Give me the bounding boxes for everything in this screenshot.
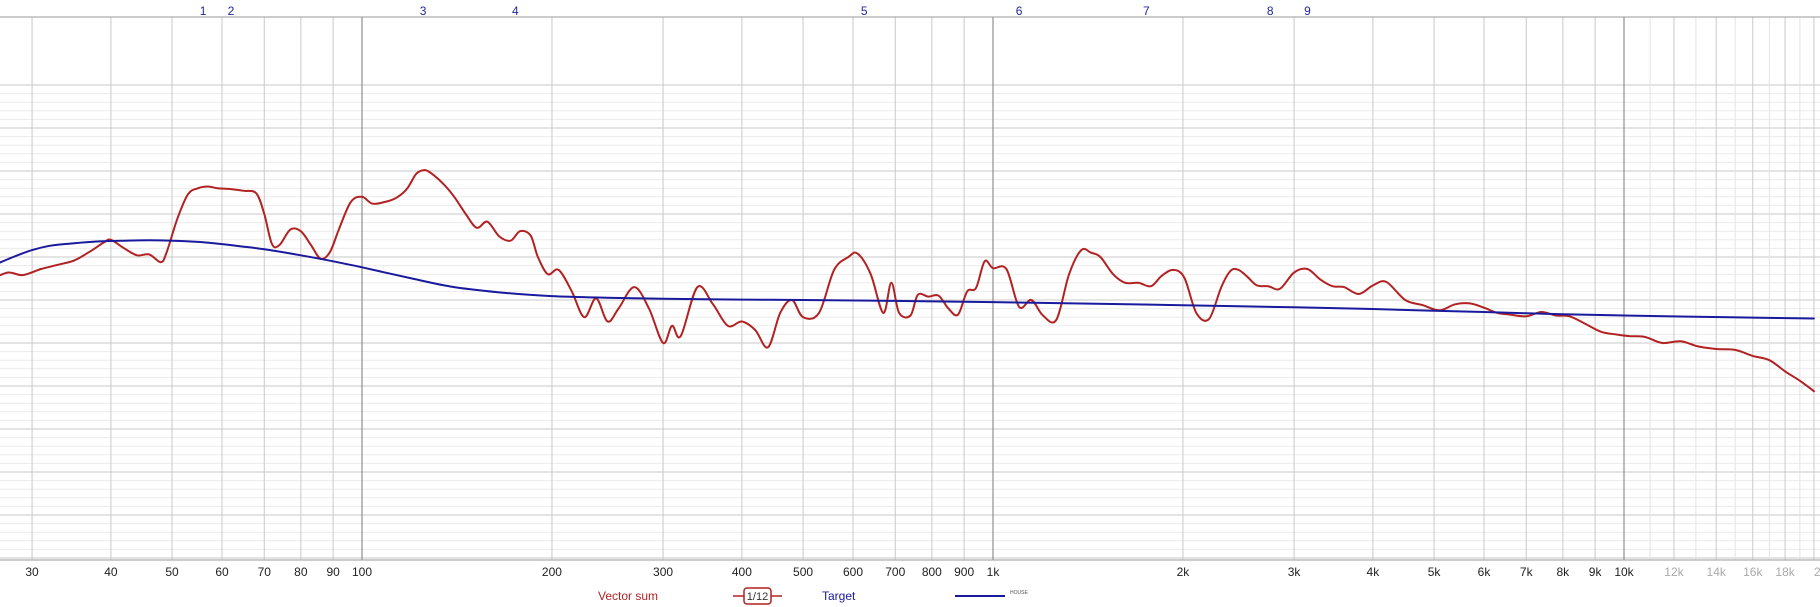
x-tick-label: 40 bbox=[104, 565, 118, 579]
x-tick-label: 3k bbox=[1288, 565, 1302, 579]
x-tick-label: 80 bbox=[294, 565, 308, 579]
vertical-grid bbox=[31, 17, 1815, 560]
x-tick-label: 800 bbox=[922, 565, 942, 579]
x-tick-label: 7k bbox=[1520, 565, 1534, 579]
legend-house-label: HOUSE bbox=[1010, 590, 1028, 596]
x-tick-label: 90 bbox=[326, 565, 340, 579]
x-tick-label: 50 bbox=[165, 565, 179, 579]
x-tick-label: 60 bbox=[215, 565, 229, 579]
x-tick-label: 600 bbox=[843, 565, 863, 579]
legend: Vector sum 1/12 Target HOUSE bbox=[598, 587, 1028, 605]
x-tick-label: 9k bbox=[1589, 565, 1603, 579]
x-tick-label: 14k bbox=[1707, 565, 1727, 579]
legend-vector-sum-label: Vector sum bbox=[598, 589, 658, 603]
x-tick-label: 70 bbox=[258, 565, 272, 579]
x-tick-label: 6k bbox=[1478, 565, 1492, 579]
series-line-vector-sum bbox=[0, 169, 1815, 393]
x-tick-labels: 30 40 50 60 70 80 90 100 200 300 400 500 600 700 800 90… bbox=[25, 565, 1820, 579]
marker-label[interactable]: 9 bbox=[1304, 4, 1311, 18]
x-tick-label: 700 bbox=[885, 565, 905, 579]
legend-target-label: Target bbox=[822, 589, 856, 603]
marker-label[interactable]: 3 bbox=[420, 4, 427, 18]
x-tick-label: 18k bbox=[1775, 565, 1795, 579]
x-tick-label: 500 bbox=[793, 565, 813, 579]
marker-label[interactable]: 1 bbox=[200, 4, 207, 18]
x-tick-label: 1k bbox=[987, 565, 1001, 579]
x-tick-label: 400 bbox=[732, 565, 752, 579]
x-tick-label: 300 bbox=[653, 565, 673, 579]
smoothing-selector[interactable]: 1/12 bbox=[733, 587, 782, 605]
marker-label[interactable]: 8 bbox=[1267, 4, 1274, 18]
horizontal-grid bbox=[0, 84, 1820, 559]
marker-label[interactable]: 2 bbox=[228, 4, 235, 18]
x-tick-label: 12k bbox=[1664, 565, 1684, 579]
x-tick-label: 20k bbox=[1814, 565, 1820, 579]
marker-label[interactable]: 4 bbox=[512, 4, 519, 18]
x-tick-label: 5k bbox=[1428, 565, 1442, 579]
x-tick-label: 10k bbox=[1614, 565, 1634, 579]
series-line-target bbox=[0, 239, 1815, 320]
x-tick-label: 30 bbox=[25, 565, 39, 579]
x-tick-label: 2k bbox=[1177, 565, 1191, 579]
x-tick-label: 4k bbox=[1367, 565, 1381, 579]
series-lines bbox=[0, 169, 1815, 393]
marker-label[interactable]: 7 bbox=[1143, 4, 1150, 18]
marker-labels: 1 2 3 4 5 6 7 8 9 bbox=[200, 4, 1311, 18]
x-tick-label: 200 bbox=[542, 565, 562, 579]
marker-label[interactable]: 6 bbox=[1016, 4, 1023, 18]
x-tick-label: 16k bbox=[1743, 565, 1763, 579]
x-tick-label: 100 bbox=[352, 565, 372, 579]
x-tick-label: 8k bbox=[1557, 565, 1571, 579]
smoothing-label: 1/12 bbox=[747, 591, 768, 603]
x-tick-label: 900 bbox=[954, 565, 974, 579]
marker-label[interactable]: 5 bbox=[861, 4, 868, 18]
